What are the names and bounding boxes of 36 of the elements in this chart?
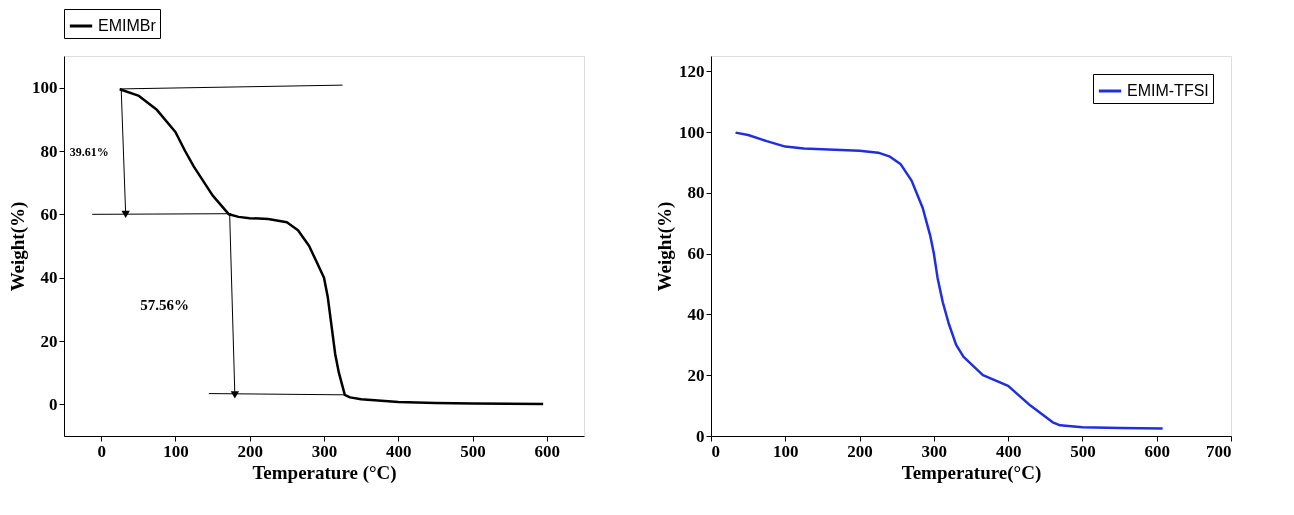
y-tick-label: 60: [40, 204, 58, 224]
y-tick-label: 20: [40, 331, 58, 351]
y-tick-label: 120: [679, 61, 705, 81]
y-axis-title: Weight(%): [654, 201, 676, 292]
x-tick-label: 700: [1206, 441, 1232, 461]
x-tick-label: 600: [1144, 441, 1170, 461]
x-tick-label: 100: [163, 441, 189, 461]
y-axis-title: Weight(%): [7, 201, 29, 292]
x-tick-label: 0: [97, 441, 106, 461]
x-tick-label: 500: [460, 441, 486, 461]
y-tick-label: 80: [40, 141, 58, 161]
x-tick-label: 300: [921, 441, 948, 461]
x-tick-label: 200: [237, 441, 263, 461]
y-tick-label: 100: [679, 122, 705, 142]
annotation: 39.61%: [69, 144, 109, 159]
x-tick-label: 0: [711, 441, 720, 461]
legend-label: EMIMBr: [98, 17, 157, 34]
y-tick-label: 80: [687, 183, 705, 203]
x-axis-title: Temperature (°C): [252, 461, 397, 484]
y-tick-label: 40: [687, 304, 705, 324]
x-tick-label: 300: [311, 441, 338, 461]
x-tick-label: 200: [847, 441, 873, 461]
y-tick-label: 60: [687, 244, 705, 264]
x-tick-label: 400: [995, 441, 1022, 461]
x-tick-label: 100: [773, 441, 799, 461]
y-tick-label: 0: [49, 394, 58, 414]
x-tick-label: 400: [386, 441, 412, 461]
x-tick-label: 600: [534, 441, 561, 461]
y-tick-label: 20: [687, 365, 705, 385]
y-tick-label: 100: [32, 78, 58, 98]
y-tick-label: 40: [40, 268, 58, 288]
legend-label: EMIM-TFSI: [1127, 82, 1209, 99]
y-tick-label: 0: [696, 426, 705, 446]
x-tick-label: 500: [1070, 441, 1096, 461]
x-axis-title: Temperature(°C): [901, 461, 1042, 484]
annotation: 57.56%: [140, 296, 190, 313]
